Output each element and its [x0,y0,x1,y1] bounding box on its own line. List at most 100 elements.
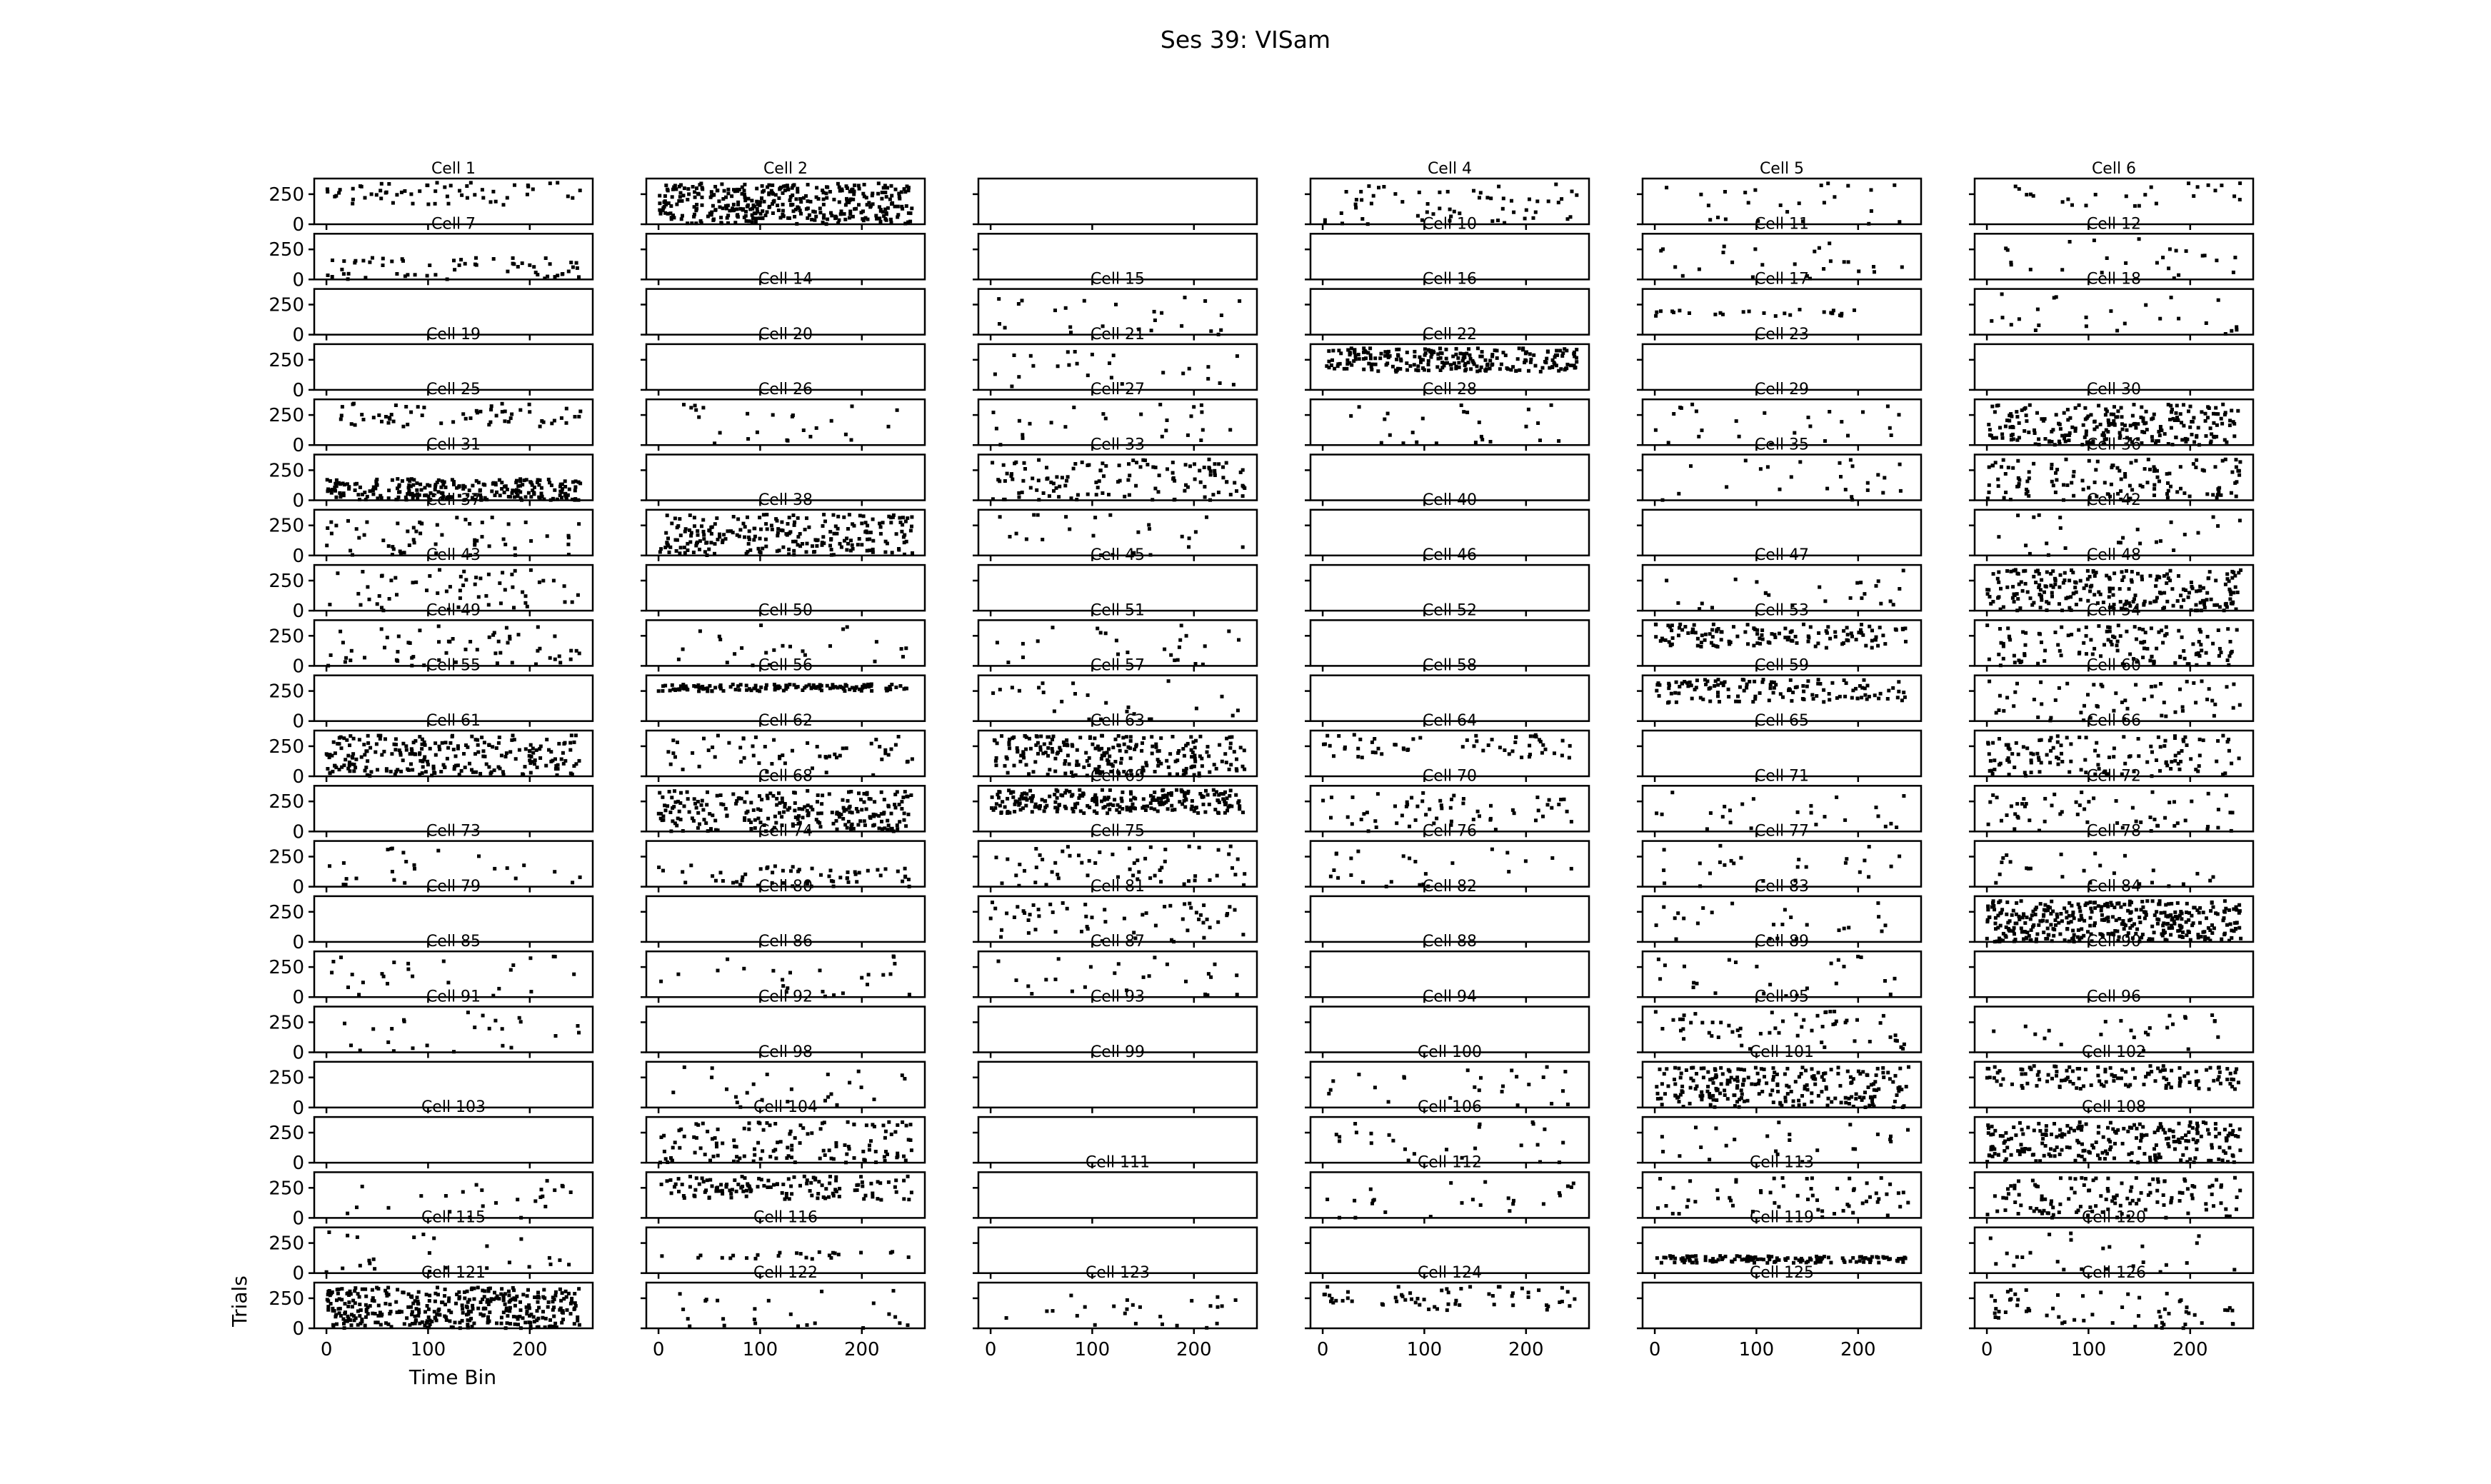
spike [488,771,493,776]
spike [1206,365,1211,369]
spike [2024,631,2028,635]
spike [481,749,486,753]
spike [2226,627,2230,631]
spike [1337,734,1341,738]
spike [2171,603,2175,608]
spike [1373,737,1377,741]
spike [1509,368,1513,372]
spike [903,519,908,523]
spike [346,753,351,758]
spike [1697,434,1701,438]
spike [428,491,433,495]
spike [851,826,856,831]
spike [1842,641,1845,645]
spike [2064,457,2068,461]
spike [1438,351,1443,355]
spike [1700,633,1704,638]
spike [379,196,384,201]
spike [2194,768,2198,771]
spike [693,195,697,199]
spike [765,793,769,798]
spike [2043,590,2046,594]
spike [2196,651,2200,655]
spike [1134,744,1138,748]
y-tick-label: 0 [292,435,304,456]
spike [538,478,542,482]
panel-34 [1305,453,1590,506]
spike [530,483,534,487]
spike [1345,362,1350,366]
spike [548,656,552,660]
spike [1134,483,1138,488]
spike [380,606,384,610]
spike [2122,735,2126,739]
spike [676,741,679,744]
spike [741,521,746,526]
spike [2174,435,2178,439]
spike [775,803,779,807]
spike [2133,593,2137,598]
spike [2040,595,2043,599]
spike [1536,421,1540,425]
spike [1168,772,1172,776]
spike [848,216,851,220]
spike [1109,762,1113,766]
spike [2205,697,2210,701]
panel-52: Cell 52 [1305,601,1590,672]
spike [758,808,763,812]
spike [886,828,890,832]
spike [666,543,671,548]
spike [787,516,791,520]
spike [487,423,491,427]
spike [1456,356,1460,360]
spike [668,811,673,814]
spike [1654,635,1658,639]
spike [793,214,797,219]
spike [1213,468,1217,473]
spike [886,206,890,210]
spike [781,545,786,549]
spike [686,221,690,226]
spike [1710,635,1715,639]
spike [1119,761,1123,765]
spike [426,759,430,763]
spike [658,201,662,206]
spike [525,604,529,608]
spike [863,823,867,828]
spike [2130,440,2134,444]
spike [1241,483,1245,488]
spike [679,183,683,187]
spike [1120,382,1124,386]
spike [768,663,771,667]
spike [876,191,881,196]
spike [831,686,836,690]
spike [2149,626,2153,631]
spike [340,765,344,769]
spike [893,803,897,807]
spike [2024,491,2028,496]
spike [1699,645,1703,648]
spike [751,808,756,812]
spike [351,197,355,201]
spike [1721,683,1725,688]
spike [439,770,443,773]
spike [880,757,884,761]
spike [2215,759,2219,763]
spike [1995,403,1999,408]
spike [2198,601,2202,605]
spike [2053,698,2058,702]
spike [536,478,540,482]
spike [374,750,378,754]
panel-frame [313,177,594,226]
spike [696,533,700,537]
spike [2005,758,2010,762]
spike [1760,628,1765,632]
spike [996,478,1001,482]
spike [1058,484,1062,488]
spike [1901,568,1905,573]
spike [900,204,904,209]
spike [1395,357,1399,361]
spike [1053,793,1057,797]
panel-68: Cell 68 [641,767,926,838]
spike [363,768,367,773]
